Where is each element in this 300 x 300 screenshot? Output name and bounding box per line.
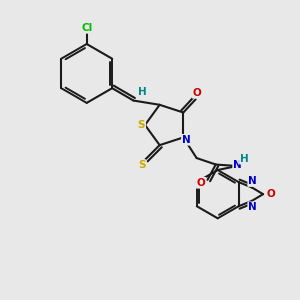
Text: S: S	[138, 120, 145, 130]
Text: N: N	[182, 135, 191, 145]
Text: H: H	[240, 154, 249, 164]
Text: N: N	[248, 176, 257, 186]
Text: S: S	[138, 160, 146, 170]
Text: N: N	[248, 202, 257, 212]
Text: O: O	[267, 189, 276, 199]
Text: Cl: Cl	[81, 23, 92, 33]
Text: O: O	[196, 178, 206, 188]
Text: O: O	[193, 88, 202, 98]
Text: N: N	[233, 160, 242, 170]
Text: H: H	[138, 87, 147, 97]
